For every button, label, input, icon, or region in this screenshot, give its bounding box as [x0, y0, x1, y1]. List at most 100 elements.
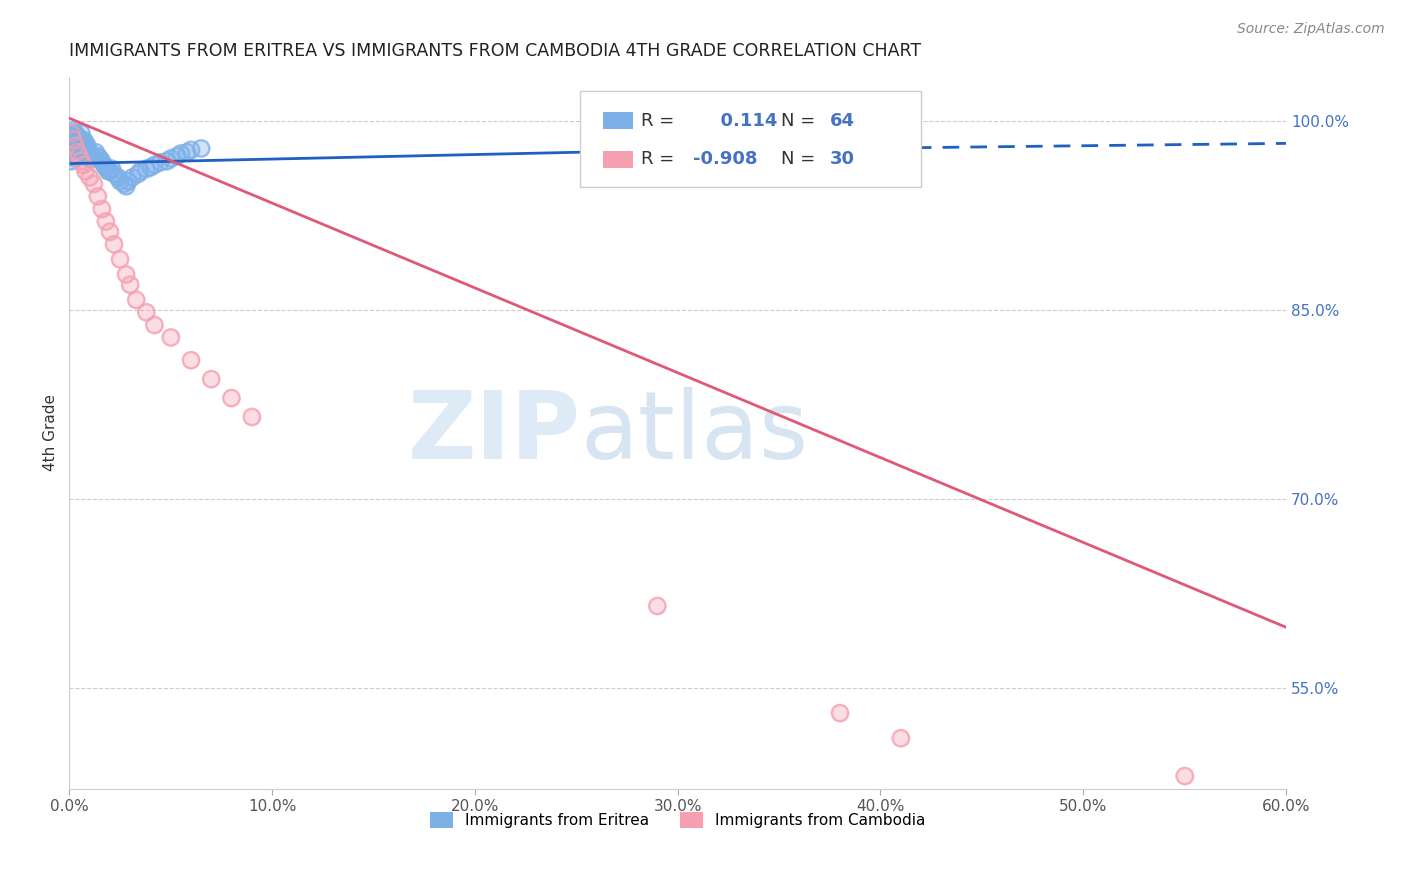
Point [65, 126, 87, 140]
Point [83, 152, 105, 166]
Point [60, 126, 83, 140]
Point [98, 225, 121, 239]
Point [67, 132, 90, 146]
Point [84, 145, 107, 160]
Point [626, 128, 648, 143]
Point [65, 132, 87, 146]
Point [129, 164, 152, 178]
Point [221, 391, 243, 405]
Point [1174, 769, 1197, 783]
Point [103, 167, 125, 181]
Point [190, 141, 212, 155]
Point [108, 252, 131, 267]
Point [135, 305, 157, 319]
Point [149, 155, 172, 169]
Point [115, 268, 138, 282]
Point [127, 167, 149, 181]
Point [62, 135, 84, 149]
Point [83, 152, 105, 166]
Point [62, 124, 84, 138]
Point [97, 164, 120, 178]
Point [60, 126, 83, 140]
Point [94, 161, 117, 175]
Point [60, 126, 83, 140]
Text: Source: ZipAtlas.com: Source: ZipAtlas.com [1237, 22, 1385, 37]
Point [180, 143, 202, 157]
FancyBboxPatch shape [603, 112, 633, 129]
Text: R =: R = [641, 151, 675, 169]
Point [83, 177, 105, 191]
Point [107, 170, 129, 185]
Point [70, 141, 93, 155]
Point [180, 353, 202, 368]
Point [60, 139, 83, 153]
Text: IMMIGRANTS FROM ERITREA VS IMMIGRANTS FROM CAMBODIA 4TH GRADE CORRELATION CHART: IMMIGRANTS FROM ERITREA VS IMMIGRANTS FR… [69, 42, 921, 60]
Point [65, 152, 87, 166]
Point [70, 126, 93, 140]
Point [115, 268, 138, 282]
Text: N =: N = [780, 151, 821, 169]
Point [79, 152, 101, 166]
Point [70, 141, 93, 155]
Point [143, 158, 166, 172]
Point [62, 128, 84, 143]
Point [117, 174, 139, 188]
Point [159, 330, 181, 344]
Point [94, 214, 117, 228]
Point [65, 152, 87, 166]
Point [159, 152, 181, 166]
Point [75, 135, 97, 149]
Point [65, 139, 87, 153]
Point [121, 170, 143, 185]
Point [76, 145, 98, 160]
Point [72, 132, 94, 146]
Point [62, 149, 84, 163]
Point [84, 145, 107, 160]
Point [117, 174, 139, 188]
Point [180, 353, 202, 368]
Point [65, 145, 87, 160]
Point [108, 252, 131, 267]
Point [98, 225, 121, 239]
Point [143, 318, 166, 332]
Point [62, 128, 84, 143]
Point [176, 145, 198, 160]
Point [155, 154, 177, 169]
Point [120, 277, 142, 292]
Point [62, 135, 84, 149]
Point [66, 141, 89, 155]
Point [72, 139, 94, 153]
Point [75, 135, 97, 149]
Point [90, 202, 112, 216]
Point [66, 135, 89, 149]
Point [139, 161, 162, 175]
Point [67, 149, 90, 163]
Point [166, 149, 188, 163]
Text: 30: 30 [830, 151, 855, 169]
Point [112, 177, 135, 191]
Point [70, 154, 93, 169]
Point [93, 158, 115, 172]
Point [180, 143, 202, 157]
Point [98, 164, 121, 178]
Point [66, 149, 89, 163]
Point [190, 141, 212, 155]
Point [135, 161, 157, 176]
Point [72, 139, 94, 153]
Point [60, 132, 83, 146]
Point [89, 152, 111, 166]
Point [129, 164, 152, 178]
Point [65, 139, 87, 153]
Point [86, 189, 108, 203]
Point [67, 145, 90, 160]
Point [79, 170, 101, 185]
Point [67, 139, 90, 153]
Point [200, 372, 222, 386]
Text: R =: R = [641, 112, 675, 130]
Point [221, 391, 243, 405]
Legend: Immigrants from Eritrea, Immigrants from Cambodia: Immigrants from Eritrea, Immigrants from… [423, 806, 931, 834]
Point [112, 177, 135, 191]
Point [97, 164, 120, 178]
Point [66, 149, 89, 163]
Point [62, 132, 84, 146]
